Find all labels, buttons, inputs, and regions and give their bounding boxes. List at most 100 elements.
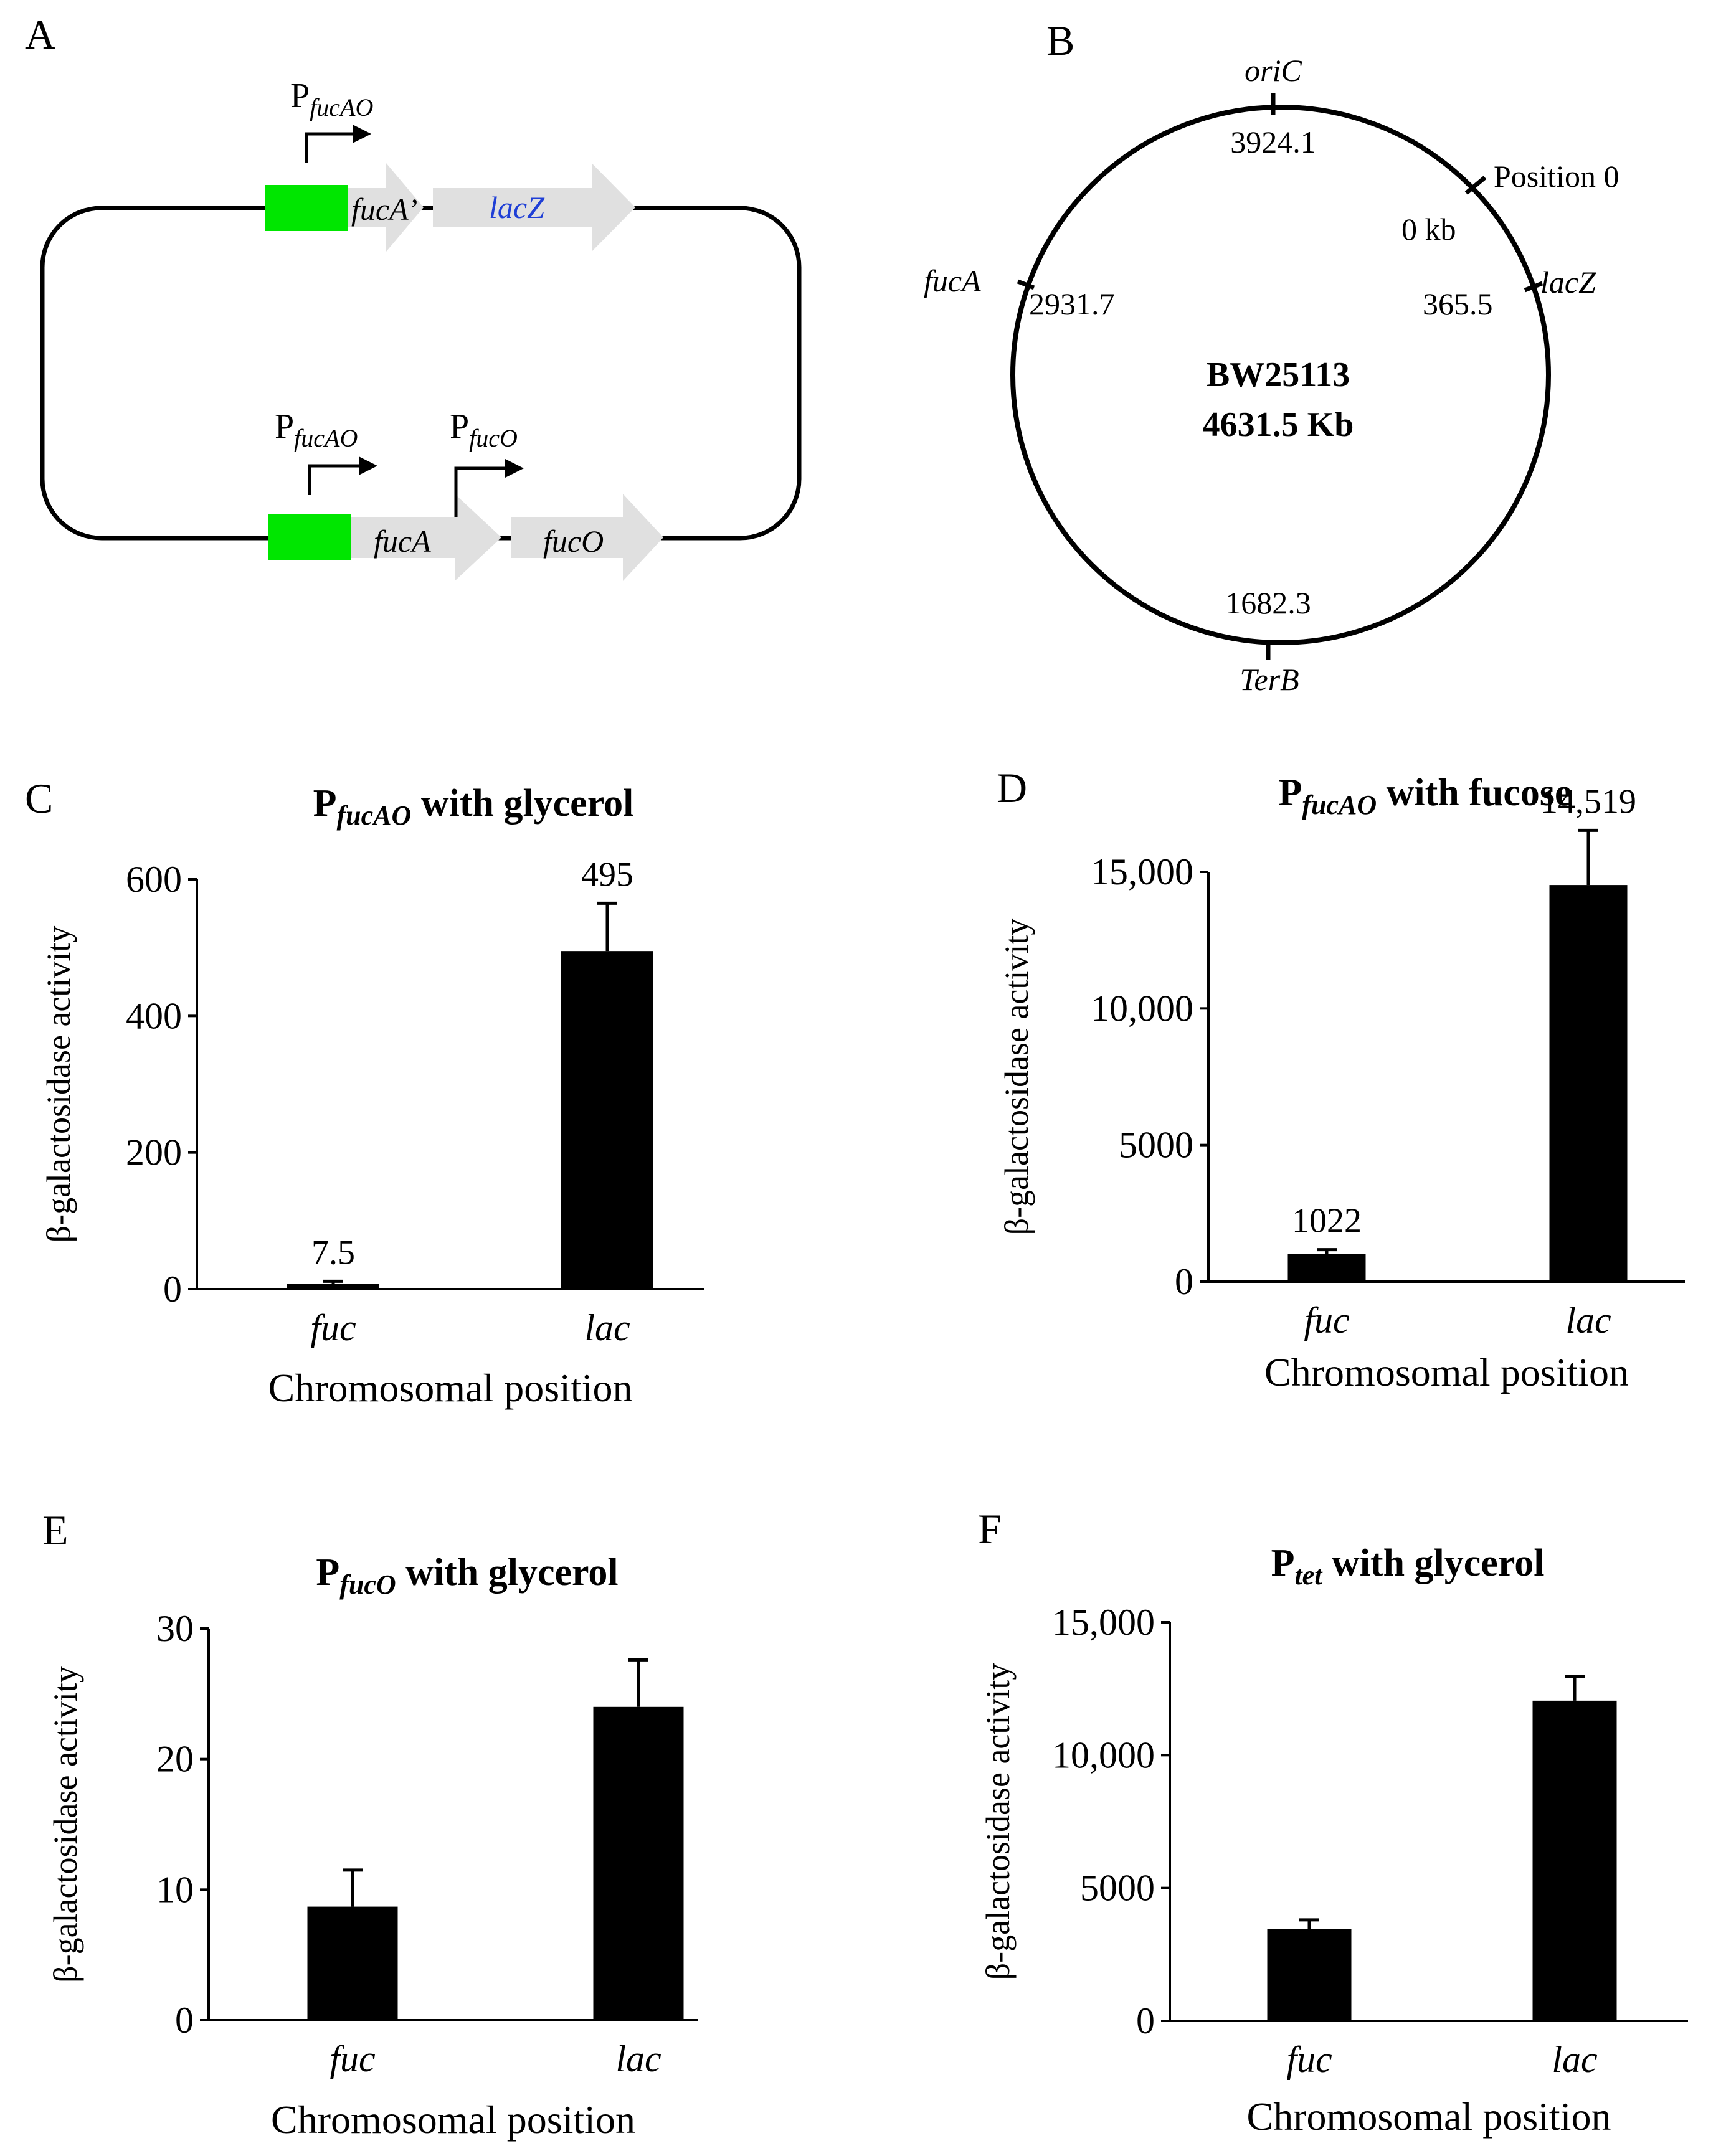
bar-lac xyxy=(593,1706,684,2020)
chart-panel-d: D PfucAO with fucose 0 5000 10,000 15,000 fuc 1… xyxy=(997,764,1685,1394)
category-label: fuc xyxy=(1304,1300,1349,1341)
lacZ-tick xyxy=(1524,281,1543,293)
position0-tick xyxy=(1464,176,1487,195)
locus-lacZ-value: 365.5 xyxy=(1423,286,1493,321)
bar-lac xyxy=(561,951,653,1289)
category-label: lac xyxy=(584,1307,630,1348)
bar-fuc xyxy=(1267,1929,1352,2021)
y-tick-label: 5000 xyxy=(1080,1868,1155,1909)
promoter-label-fucO: PfucO xyxy=(450,407,518,452)
panel-a: A fucA’ lacZ PfucAO fucA fucO PfucAO Pfu… xyxy=(25,11,802,581)
locus-position0: Position 0 xyxy=(1494,159,1619,194)
y-tick-label: 10,000 xyxy=(1052,1734,1155,1775)
promoter-arrow-fucO xyxy=(454,459,524,517)
chart-title-base: P xyxy=(313,782,337,825)
y-tick-label: 600 xyxy=(126,859,182,900)
gene-label-lacZ: lacZ xyxy=(489,190,545,225)
y-axis-title: β-galactosidase activity xyxy=(998,919,1035,1236)
data-label: 495 xyxy=(581,855,633,894)
y-tick-label: 15,000 xyxy=(1052,1602,1155,1643)
x-axis-title: Chromosomal position xyxy=(1264,1350,1629,1394)
locus-oriC: oriC xyxy=(1245,53,1302,88)
locus-fucA-value: 2931.7 xyxy=(1029,286,1115,321)
locus-TerB: TerB xyxy=(1240,662,1299,697)
gene-arrow-fucA-prime xyxy=(348,163,424,252)
chart-title-base: P xyxy=(1271,1542,1295,1584)
gene-arrow-fucO xyxy=(511,494,663,581)
category-label: fuc xyxy=(310,1307,356,1348)
promoter-label-top: PfucAO xyxy=(290,77,373,121)
y-tick-label: 20 xyxy=(156,1739,194,1780)
promoter-label-fucAO-bottom: PfucAO xyxy=(275,407,358,452)
category-label: lac xyxy=(1552,2039,1597,2080)
panel-b: B oriC 3924.1 Position 0 0 kb lacZ 365.5… xyxy=(924,17,1619,697)
chart-title-subscript: tet xyxy=(1294,1560,1323,1591)
category-label: fuc xyxy=(330,2038,375,2079)
data-label: 7.5 xyxy=(311,1233,355,1272)
chart-panel-f: F Ptet with glycerol 0 5000 10,000 15,000 fuc l… xyxy=(978,1505,1688,2139)
bar-fuc xyxy=(287,1284,379,1289)
y-tick-label: 5000 xyxy=(1119,1125,1193,1166)
locus-oriC-value: 3924.1 xyxy=(1230,125,1316,159)
promoter-box-top xyxy=(265,185,348,231)
y-axis-title: β-galactosidase activity xyxy=(40,926,77,1243)
panel-letter: F xyxy=(978,1505,1002,1553)
chart-title-rest: with fucose xyxy=(1377,772,1572,814)
bar-fuc xyxy=(1287,1254,1366,1282)
bar-lac xyxy=(1532,1700,1617,2021)
locus-TerB-value: 1682.3 xyxy=(1225,585,1311,620)
y-tick-label: 15,000 xyxy=(1091,851,1193,892)
y-tick-label: 200 xyxy=(126,1132,182,1173)
y-axis-title: β-galactosidase activity xyxy=(47,1666,84,1983)
x-axis-title: Chromosomal position xyxy=(271,2097,635,2142)
locus-position0-value: 0 kb xyxy=(1401,212,1456,247)
x-axis-title: Chromosomal position xyxy=(1247,2094,1611,2139)
y-tick-label: 400 xyxy=(126,995,182,1036)
y-tick-label: 0 xyxy=(175,2000,194,2041)
chart-title-subscript: fucO xyxy=(339,1569,396,1600)
chart-title: PfucO with glycerol xyxy=(316,1551,618,1600)
panel-b-letter: B xyxy=(1046,17,1074,64)
top-construct: fucA’ lacZ PfucAO xyxy=(265,77,635,252)
chart-panel-c: C PfucAO with glycerol 0 200 400 600 fuc 7.5 lac… xyxy=(25,775,704,1410)
chart-panel-e: E PfucO with glycerol 0 10 20 30 fuc lac Chromos… xyxy=(42,1506,698,2142)
promoter-arrow-fucAO-bottom xyxy=(308,456,377,495)
data-label: 1022 xyxy=(1292,1202,1362,1241)
panel-letter: E xyxy=(42,1506,69,1554)
bottom-construct: fucA fucO PfucAO PfucO xyxy=(268,407,663,581)
y-tick-label: 30 xyxy=(156,1608,194,1649)
y-tick-label: 0 xyxy=(1136,2000,1155,2041)
chart-title-subscript: fucAO xyxy=(337,800,412,831)
genome-size: 4631.5 Kb xyxy=(1203,405,1354,444)
bar-fuc xyxy=(307,1906,398,2020)
chart-title: PfucAO with glycerol xyxy=(313,782,634,831)
plasmid-backbone xyxy=(40,206,802,541)
gene-label-fucA-prime: fucA’ xyxy=(351,192,417,227)
data-label: 14,519 xyxy=(1540,782,1636,821)
promoter-arrow-top xyxy=(305,125,371,163)
y-tick-label: 10 xyxy=(156,1869,194,1910)
strain-name: BW25113 xyxy=(1207,356,1350,394)
y-tick-label: 0 xyxy=(1175,1261,1193,1302)
genome-circle xyxy=(1010,105,1551,645)
bar-lac xyxy=(1549,885,1628,1282)
panel-letter: D xyxy=(997,764,1027,811)
category-label: lac xyxy=(1565,1300,1611,1341)
gene-arrow-lacZ xyxy=(433,163,635,252)
panel-a-letter: A xyxy=(25,11,55,58)
panel-letter: C xyxy=(25,775,53,822)
x-axis-title: Chromosomal position xyxy=(268,1366,633,1410)
locus-fucA: fucA xyxy=(924,263,981,298)
y-axis-title: β-galactosidase activity xyxy=(979,1663,1017,1980)
chart-title-rest: with glycerol xyxy=(411,782,633,825)
y-tick-label: 10,000 xyxy=(1091,988,1193,1029)
chart-title-rest: with glycerol xyxy=(396,1551,619,1594)
category-label: lac xyxy=(615,2038,661,2079)
chart-title-base: P xyxy=(316,1551,339,1594)
promoter-box-bottom xyxy=(268,514,351,560)
gene-arrow-fucA xyxy=(351,494,501,581)
gene-label-fucA: fucA xyxy=(374,524,431,559)
locus-lacZ: lacZ xyxy=(1540,265,1596,300)
chart-title: PfucAO with fucose xyxy=(1278,772,1572,820)
